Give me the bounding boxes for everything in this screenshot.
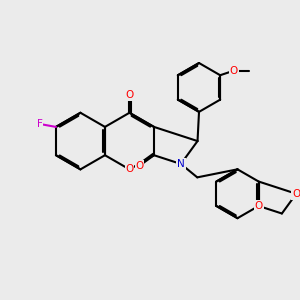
- Text: O: O: [292, 189, 300, 199]
- Text: O: O: [125, 164, 134, 174]
- Text: N: N: [177, 159, 185, 169]
- Text: O: O: [125, 90, 134, 100]
- Text: O: O: [230, 66, 238, 76]
- Text: F: F: [37, 119, 43, 129]
- Text: O: O: [135, 161, 144, 171]
- Text: O: O: [254, 201, 263, 211]
